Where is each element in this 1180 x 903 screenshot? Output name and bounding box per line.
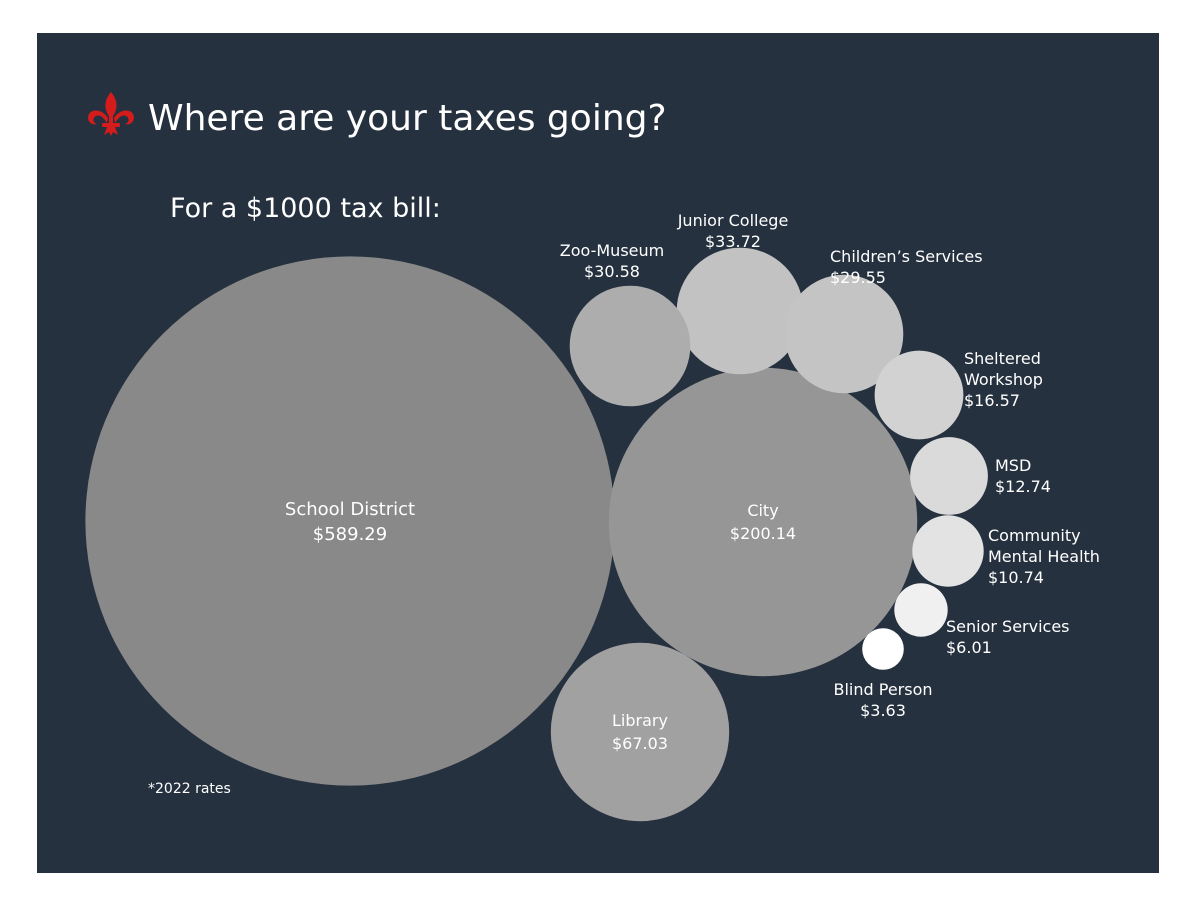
bubble-zoo-museum	[569, 285, 691, 407]
bubble-label-blind-person-0: Blind Person	[833, 680, 932, 699]
bubble-community-mental-health	[912, 515, 984, 587]
bubble-label-community-mental-health-0: Community	[988, 526, 1081, 545]
bubble-sheltered-workshop	[874, 350, 964, 440]
bubble-label-senior-services-0: Senior Services	[946, 617, 1070, 636]
bubble-label-junior-college-0: Junior College	[677, 211, 789, 230]
bubble-value-library: $67.03	[612, 734, 668, 753]
bubble-label-city-0: City	[747, 501, 778, 520]
bubble-label-community-mental-health-1: Mental Health	[988, 547, 1100, 566]
bubble-city	[608, 367, 918, 677]
chart-subtitle: For a $1000 tax bill:	[170, 193, 441, 224]
chart-footnote: *2022 rates	[148, 781, 231, 797]
bubble-blind-person	[862, 628, 904, 670]
bubble-label-sheltered-workshop-0: Sheltered	[964, 349, 1041, 368]
bubble-value-msd: $12.74	[995, 477, 1051, 496]
bubble-library	[550, 642, 730, 822]
chart-title: Where are your taxes going?	[148, 98, 667, 139]
bubble-label-zoo-museum-0: Zoo-Museum	[560, 241, 664, 260]
bubble-value-senior-services: $6.01	[946, 638, 992, 657]
fleur-de-lis-icon	[88, 92, 134, 136]
bubble-group	[85, 247, 988, 822]
bubble-value-blind-person: $3.63	[860, 701, 906, 720]
bubble-label-school-district-0: School District	[285, 499, 415, 520]
bubble-label-msd-0: MSD	[995, 456, 1031, 475]
bubble-value-junior-college: $33.72	[705, 232, 761, 251]
bubble-value-city: $200.14	[730, 524, 796, 543]
bubble-school-district	[85, 256, 615, 786]
bubble-value-zoo-museum: $30.58	[584, 262, 640, 281]
bubble-value-sheltered-workshop: $16.57	[964, 391, 1020, 410]
bubble-label-children-s-services-0: Children’s Services	[830, 247, 983, 266]
bubble-children-s-services	[784, 274, 904, 394]
bubble-msd	[910, 437, 988, 515]
bubble-junior-college	[676, 247, 804, 375]
bubble-value-school-district: $589.29	[313, 524, 387, 545]
bubble-label-group: School District $589.29 City $200.14 Library…	[285, 211, 1100, 753]
bubble-value-community-mental-health: $10.74	[988, 568, 1044, 587]
bubble-senior-services	[894, 583, 948, 637]
bubble-label-library-0: Library	[612, 711, 668, 730]
bubble-label-sheltered-workshop-1: Workshop	[964, 370, 1043, 389]
bubble-value-children-s-services: $29.55	[830, 268, 886, 287]
